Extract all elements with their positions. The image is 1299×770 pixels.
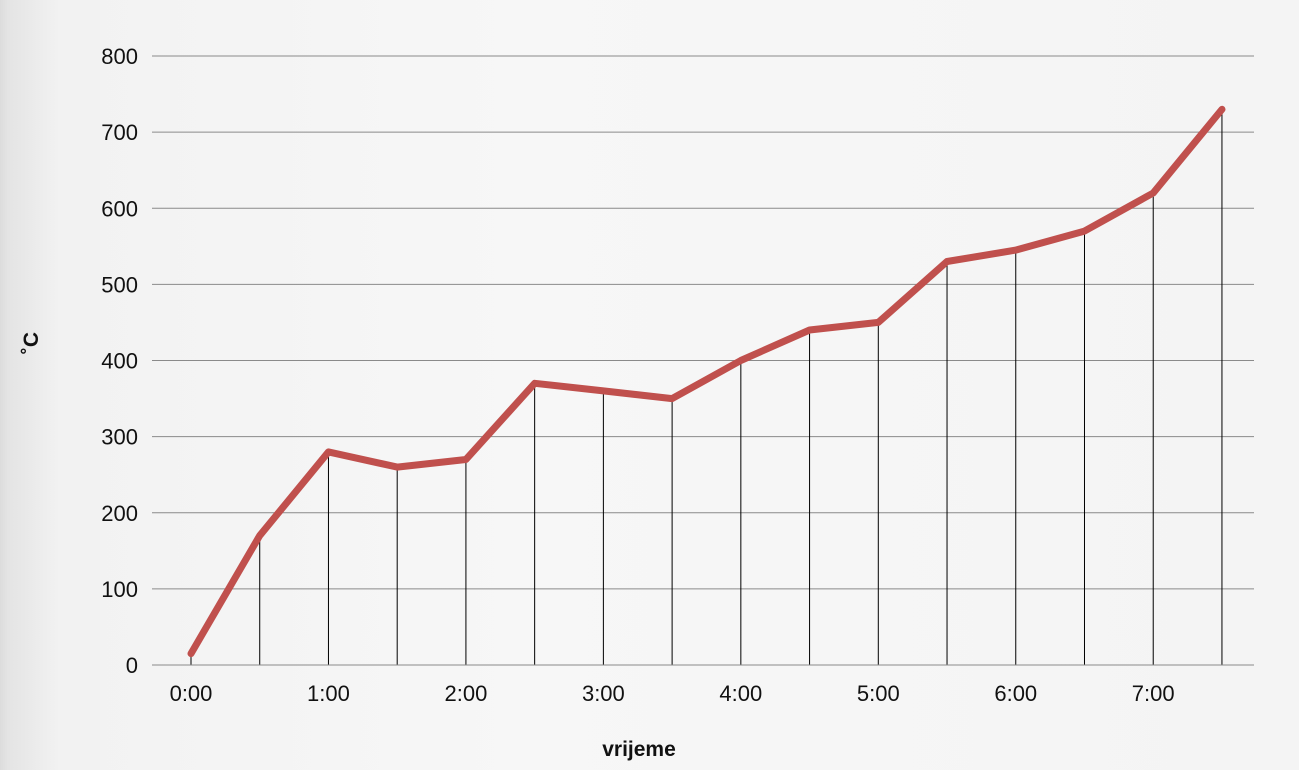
drop-lines-layer (190, 109, 1223, 665)
y-tick-label-400: 400 (101, 349, 138, 374)
grid-layer (152, 55, 1254, 590)
x-tick-label-1:00: 1:00 (307, 681, 350, 706)
x-tick-label-4:00: 4:00 (719, 681, 762, 706)
y-tick-label-200: 200 (101, 501, 138, 526)
series-layer (187, 105, 1226, 658)
x-tick-label-5:00: 5:00 (857, 681, 900, 706)
x-tick-label-7:00: 7:00 (1132, 681, 1175, 706)
x-tick-label-3:00: 3:00 (582, 681, 625, 706)
x-tick-label-0:00: 0:00 (170, 681, 213, 706)
y-tick-label-500: 500 (101, 272, 138, 297)
y-tick-label-300: 300 (101, 425, 138, 450)
x-tick-label-2:00: 2:00 (445, 681, 488, 706)
x-axis-title: vrijeme (602, 738, 676, 761)
y-tick-label-700: 700 (101, 120, 138, 145)
tick-labels-layer: 0 100 200 300 400 500 600 700 800 0:00 1:00 2:00 3:0… (101, 44, 1174, 706)
series-line-temperature (187, 105, 1226, 658)
x-tick-label-6:00: 6:00 (994, 681, 1037, 706)
y-tick-label-100: 100 (101, 577, 138, 602)
y-tick-label-600: 600 (101, 196, 138, 221)
y-tick-label-800: 800 (101, 44, 138, 69)
y-tick-label-0: 0 (126, 653, 138, 678)
y-axis-title: ˚C (20, 332, 43, 354)
